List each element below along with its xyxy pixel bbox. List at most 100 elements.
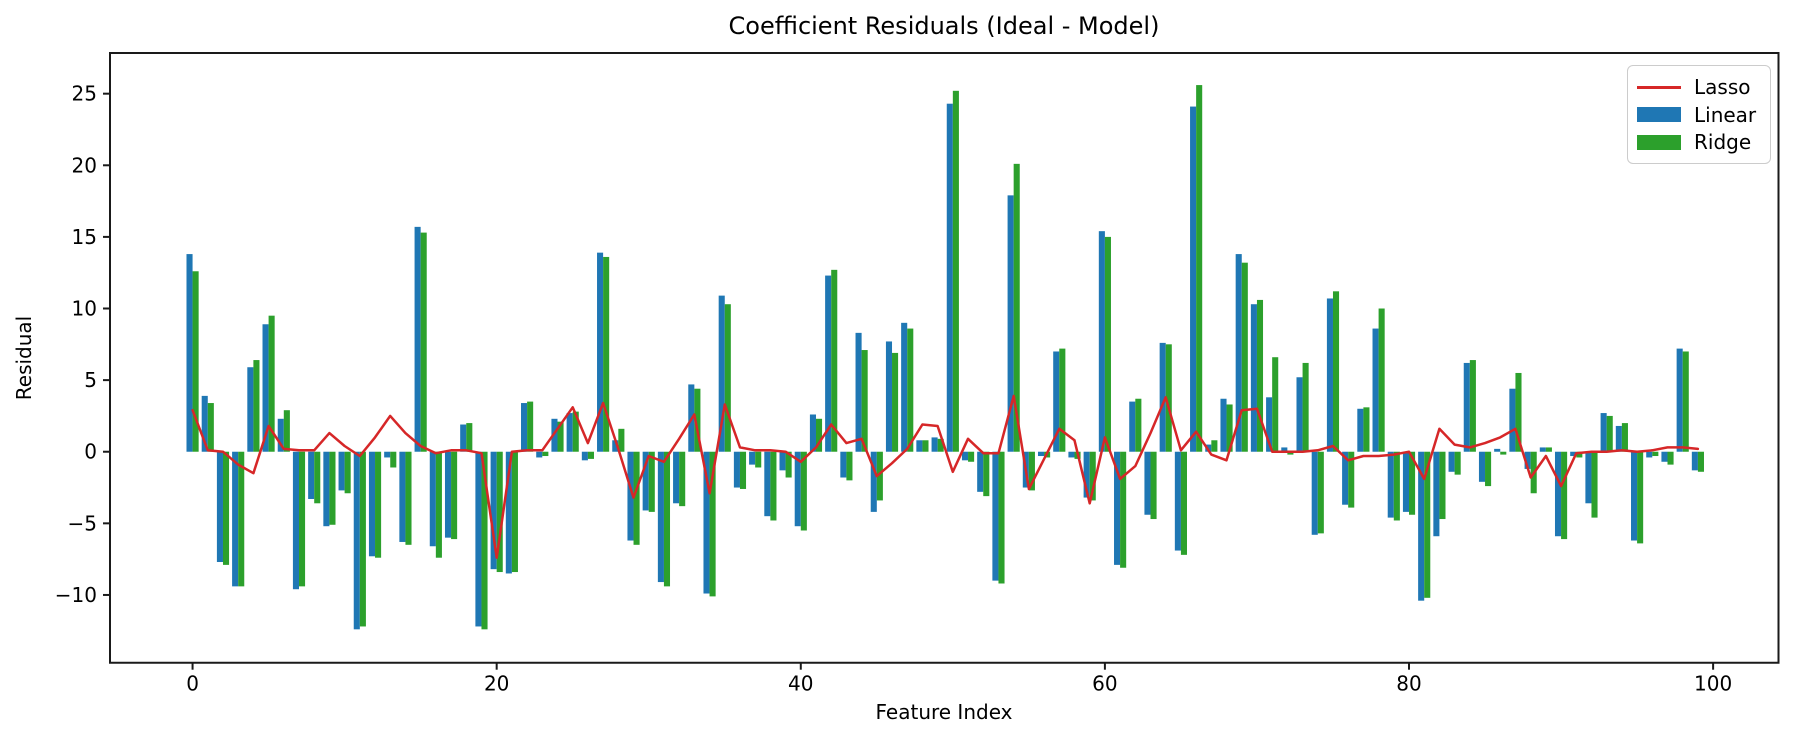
- linear-bars-bar: [1174, 451, 1181, 551]
- linear-bars-bar: [916, 440, 923, 452]
- linear-bars-bar: [1524, 451, 1531, 469]
- x-axis: 0 20 40 60 80 100: [186, 662, 1732, 696]
- linear-bars-bar: [642, 451, 649, 511]
- ridge-bars-bar: [1561, 451, 1568, 540]
- linear-bars-bar: [1311, 451, 1318, 535]
- ridge-bars-bar: [907, 328, 914, 452]
- ridge-bars-bar: [192, 271, 199, 452]
- linear-bars-bar: [1600, 413, 1607, 452]
- linear-bars-bar: [1478, 451, 1486, 482]
- linear-bars-bar: [399, 451, 406, 542]
- ridge-bars-bar: [1317, 451, 1324, 534]
- ridge-bars-bar: [314, 451, 321, 504]
- y-axis-label: Residual: [12, 315, 36, 401]
- lasso-line: [191, 394, 1700, 559]
- linear-bars-bar: [1129, 401, 1136, 452]
- linear-bars-bar: [536, 451, 543, 458]
- linear-bars-bar: [1372, 328, 1379, 452]
- x-axis-label: Feature Index: [875, 700, 1013, 724]
- ridge-bars-bar: [1667, 451, 1674, 465]
- ridge-bars-bar: [983, 451, 990, 497]
- legend-label: Lasso: [1694, 75, 1751, 99]
- linear-bars-bar: [1387, 451, 1394, 518]
- linear-bars-bar: [1539, 447, 1546, 452]
- ridge-bars-bar: [1028, 451, 1035, 491]
- ridge-bars-bar: [283, 410, 290, 452]
- legend-label: Ridge: [1694, 130, 1752, 154]
- linear-bars-bar: [840, 451, 847, 478]
- ridge-bars-bar: [1089, 451, 1096, 501]
- ridge-bars-bar: [253, 360, 260, 452]
- ridge-bars-bar: [1682, 351, 1689, 452]
- y-tick-label: 0: [84, 440, 97, 464]
- linear-bars-bar: [1357, 408, 1364, 452]
- linear-bars-bar: [1068, 451, 1075, 458]
- y-tick-label: 15: [72, 225, 97, 249]
- ridge-bars-bar: [451, 451, 458, 540]
- linear-bars-bar: [855, 332, 862, 452]
- ridge-bars-bar: [709, 451, 716, 597]
- ridge-bars-bar: [815, 418, 823, 452]
- ridge-bars-bar: [1439, 451, 1446, 520]
- linear-bars-bar: [521, 403, 528, 452]
- linear-bars-bar: [247, 367, 254, 452]
- linear-bars-bar: [1615, 425, 1622, 452]
- legend-entry-lasso: Lasso: [1637, 74, 1760, 100]
- y-axis: 25 20 15 10 5 0 −5 −10: [55, 82, 110, 607]
- legend: Lasso Linear Ridge: [1627, 65, 1771, 164]
- x-tick-label: 80: [1396, 672, 1421, 696]
- ridge-bars-bar: [1515, 372, 1522, 452]
- ridge-bars-bar: [800, 451, 807, 531]
- ridge-bars-bar: [1363, 407, 1370, 452]
- x-tick-label: 60: [1092, 672, 1117, 696]
- axes-spines: [109, 52, 1780, 664]
- y-tick-label: −5: [68, 511, 97, 535]
- linear-bars-bar: [1159, 342, 1166, 452]
- legend-entry-ridge: Ridge: [1637, 129, 1760, 155]
- ridge-bars: [192, 85, 1704, 630]
- linear-bars-bar: [977, 451, 984, 492]
- linear-bars-bar: [1007, 195, 1014, 452]
- linear-bars-bar: [1509, 388, 1516, 452]
- linear-bars-bar: [1402, 451, 1410, 512]
- linear-bars-bar: [1570, 451, 1577, 457]
- ridge-bars-bar: [405, 451, 412, 545]
- ridge-bars-bar: [1637, 451, 1644, 544]
- linear-bars-bar: [566, 413, 573, 452]
- linear-bars-bar: [1463, 362, 1470, 452]
- ridge-patch-swatch-icon: [1637, 134, 1681, 150]
- linear-bars-bar: [1418, 451, 1425, 601]
- legend-label: Linear: [1694, 102, 1757, 127]
- ridge-bars-bar: [648, 451, 655, 512]
- ridge-bars-bar: [1272, 357, 1279, 452]
- ridge-bars-bar: [633, 451, 640, 545]
- ridge-bars-bar: [1150, 451, 1157, 520]
- ridge-bars-bar: [770, 451, 777, 521]
- ridge-bars-bar: [1576, 451, 1583, 458]
- linear-bars-bar: [1433, 451, 1440, 537]
- linear-bars-bar: [581, 451, 588, 461]
- ridge-bars-bar: [998, 451, 1005, 584]
- ridge-bars-bar: [511, 451, 518, 573]
- linear-bars-bar: [475, 451, 482, 627]
- ridge-bars-bar: [937, 438, 944, 452]
- ridge-bars-bar: [755, 451, 762, 468]
- linear-bars-bar: [1646, 451, 1653, 458]
- linear-bars-bar: [201, 395, 208, 452]
- ridge-bars-bar: [1485, 451, 1492, 487]
- ridge-bars-bar: [222, 451, 230, 565]
- ridge-bars-bar: [603, 256, 610, 452]
- ridge-bars-bar: [390, 451, 397, 468]
- linear-bars-bar: [1554, 451, 1562, 537]
- ridge-bars-bar: [344, 451, 351, 494]
- ridge-bars-bar: [1606, 415, 1613, 452]
- ridge-bars-bar: [542, 451, 549, 457]
- linear-bars-bar: [794, 451, 801, 527]
- legend-entry-linear: Linear: [1637, 102, 1760, 128]
- y-tick-label: −10: [55, 583, 97, 607]
- linear-bars-bar: [1053, 351, 1060, 452]
- ridge-bars-bar: [1104, 236, 1111, 452]
- linear-bars-bar: [323, 451, 330, 527]
- y-tick-label: 5: [84, 368, 97, 392]
- linear-bars-bar: [901, 322, 908, 452]
